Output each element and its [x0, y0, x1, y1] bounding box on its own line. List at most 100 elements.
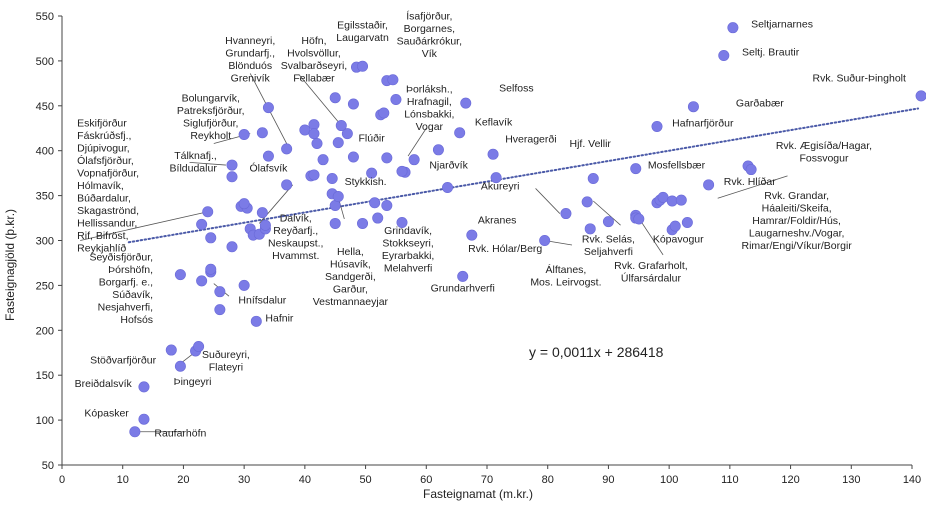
point-label: Rvk. Grafarholt, Úlfarsárdalur — [614, 260, 688, 285]
point-label: Rvk. Suður-Þingholt — [813, 73, 906, 85]
point-label-line: Grenivík — [231, 72, 271, 84]
data-point — [317, 154, 329, 166]
data-point — [915, 90, 926, 102]
y-tick-label: 250 — [36, 280, 54, 292]
data-point — [442, 182, 454, 194]
x-tick-label: 70 — [481, 474, 493, 486]
point-label-line: Mosfellsbær — [648, 160, 706, 172]
point-label: Rvk. Hólar/Berg — [468, 243, 542, 255]
point-label-line: Nesjahverfi, — [98, 301, 153, 313]
point-label-line: Hveragerði — [505, 134, 556, 146]
data-point — [587, 173, 599, 185]
x-tick-label: 10 — [117, 474, 129, 486]
point-label-line: Rvk. Selás, — [582, 233, 635, 245]
point-label: Keflavík — [475, 117, 513, 129]
data-point — [396, 217, 408, 229]
x-tick-label: 120 — [781, 474, 799, 486]
point-label-line: Seltjarnarnes — [751, 19, 813, 31]
data-point — [396, 165, 408, 177]
leader-line — [298, 74, 342, 126]
point-label-line: Laugarneshv./Vogar, — [749, 228, 845, 240]
point-label: Breiðdalsvík — [75, 378, 133, 390]
point-label-line: Blönduós — [228, 60, 272, 72]
data-point — [332, 190, 344, 202]
data-point — [390, 94, 402, 106]
point-label: Akranes — [478, 214, 517, 226]
point-label: Selfoss — [499, 82, 533, 94]
point-label-line: Rvk. Hlíðar — [724, 176, 776, 188]
point-label-line: Rvk. Ægisíða/Hagar, — [776, 140, 872, 152]
leader-line — [189, 161, 226, 166]
point-label: Seltjarnarnes — [751, 19, 813, 31]
data-point — [174, 269, 186, 281]
y-tick-label: 200 — [36, 325, 54, 337]
point-label-line: Raufarhöfn — [154, 427, 206, 439]
point-label-line: Rvk. Grandar, — [764, 190, 829, 202]
point-label-line: Garðabær — [736, 98, 784, 110]
x-tick-label: 130 — [842, 474, 860, 486]
point-label-line: Sandgerði, — [325, 271, 376, 283]
point-label-line: Egilsstaðir, — [337, 20, 388, 32]
point-label-line: Súðavík, — [112, 289, 153, 301]
point-label-line: Njarðvík — [429, 160, 468, 172]
point-label: Rvk. Hlíðar — [724, 176, 776, 188]
point-label: Egilsstaðir, Laugarvatn — [336, 20, 389, 44]
point-label-line: Reykholt — [190, 130, 231, 142]
point-label: Hvanneyri, Grundarfj., Blönduós Grenivík — [225, 35, 275, 84]
point-label-line: Rvk. Suður-Þingholt — [813, 73, 906, 85]
data-point — [238, 279, 250, 291]
x-tick-label: 0 — [59, 474, 65, 486]
point-label-line: Rif, Bifröst, — [77, 230, 128, 242]
point-label-line: Fáskrúðsfj., — [77, 130, 131, 142]
data-point — [687, 101, 699, 113]
data-point — [308, 128, 320, 140]
data-point — [129, 426, 141, 438]
axes: 0 10 20 30 40 50 60 70 80 90 100 110 120 130 140 50 100 1… — [36, 11, 922, 486]
point-label-line: Seltj. Brautir — [742, 47, 800, 59]
data-point — [308, 169, 320, 181]
data-point — [332, 137, 344, 149]
point-label-line: Patreksfjörður, — [177, 105, 245, 117]
data-point — [281, 143, 293, 155]
point-label: Suðureyri, Flateyri — [202, 349, 250, 374]
point-label-line: Húsavík, — [330, 258, 371, 270]
point-label-line: Keflavík — [475, 117, 513, 129]
point-label: Álftanes, Mos. Leirvogst. — [530, 263, 601, 289]
point-label: Flúðir — [359, 133, 386, 145]
point-label-line: Þorláksh., — [406, 83, 453, 95]
data-point — [372, 212, 384, 224]
point-label-line: Þórshöfn, — [108, 264, 153, 276]
data-point — [408, 154, 420, 166]
data-point — [666, 195, 678, 207]
point-label: Stöðvarfjörður — [90, 355, 156, 367]
data-point — [651, 120, 663, 132]
data-point — [675, 194, 687, 206]
point-label-line: Skagaströnd, — [77, 205, 139, 217]
point-label-line: Fossvogur — [799, 152, 849, 164]
point-label-line: Hella, — [337, 246, 364, 258]
data-point — [335, 120, 347, 132]
point-label: Grindavík, Stokkseyri, Eyrarbakki, Melahver… — [382, 225, 435, 274]
data-point — [214, 286, 226, 298]
point-label-line: Borgarfj. e., — [99, 276, 153, 288]
point-label: Höfn, Hvolsvöllur, Svalbarðseyri, Fellabær — [281, 35, 348, 84]
point-label: Hella, Húsavík, Sandgerði, Garður, Vestmanna… — [313, 246, 389, 308]
point-label-line: Vík — [422, 48, 438, 60]
x-tick-label: 40 — [299, 474, 311, 486]
y-tick-label: 100 — [36, 415, 54, 427]
y-tick-label: 450 — [36, 101, 54, 113]
data-point — [329, 217, 341, 229]
leader-line — [638, 217, 664, 256]
leader-line — [592, 200, 621, 226]
data-point — [727, 22, 739, 34]
data-point — [138, 381, 150, 393]
data-point — [369, 197, 381, 209]
point-label-line: Tálknafj., — [174, 150, 217, 162]
leader-line — [717, 175, 788, 199]
point-label-line: Reykjahlíð — [77, 242, 126, 254]
point-label-line: Höfn, — [301, 35, 326, 47]
point-label-line: Mos. Leirvogst. — [530, 276, 601, 288]
point-label-line: Kópasker — [84, 408, 129, 420]
data-point — [205, 263, 217, 275]
data-point — [381, 199, 393, 211]
